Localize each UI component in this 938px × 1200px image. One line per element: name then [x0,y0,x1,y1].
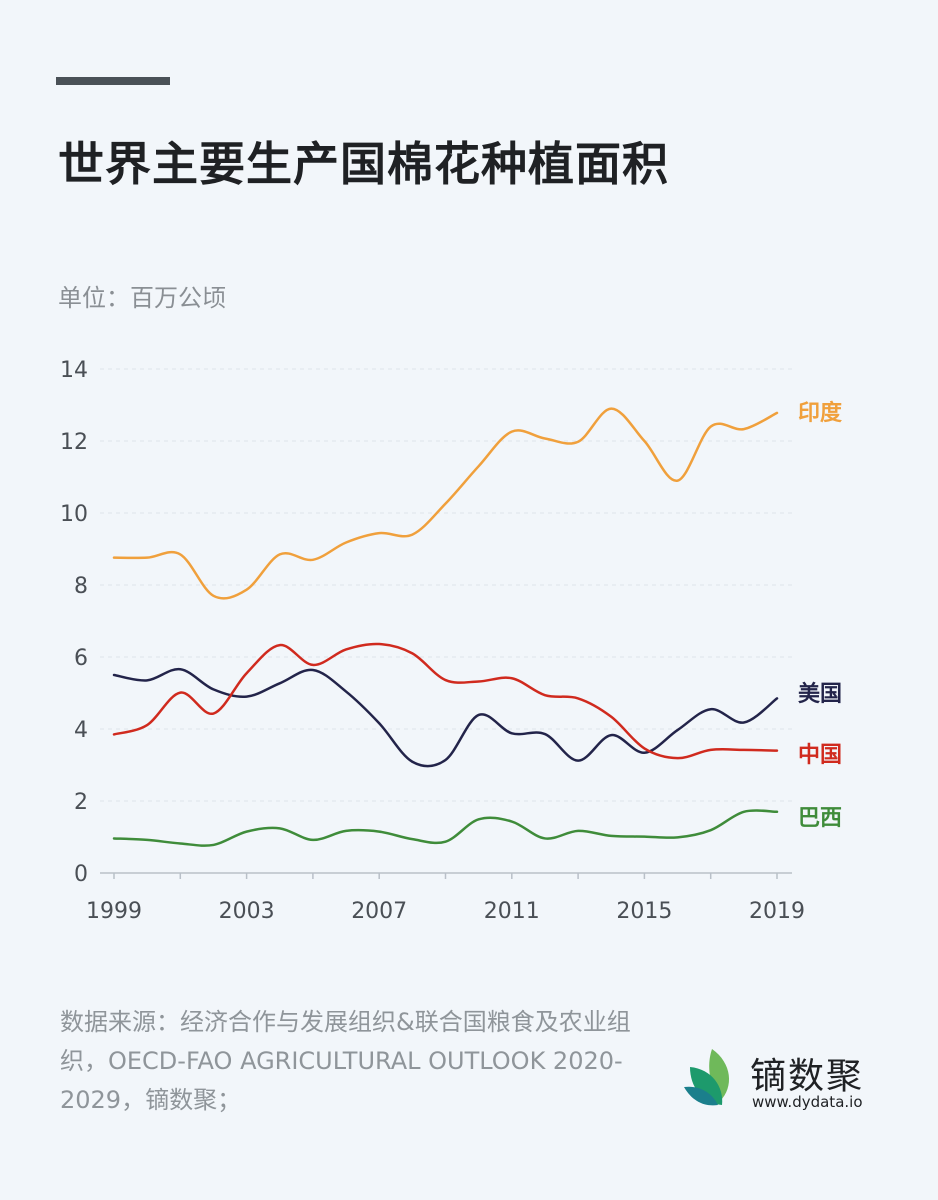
x-tick-label: 2015 [616,899,672,924]
logo-text: 镝数聚 [750,1056,865,1097]
x-tick-label: 2011 [484,899,540,924]
page-title: 世界主要生产国棉花种植面积 [58,137,669,191]
series-line-2 [112,642,779,760]
y-tick-label: 12 [60,430,88,455]
series-label: 巴西 [798,806,842,831]
y-tick-label: 10 [60,502,88,527]
series-label: 美国 [798,681,842,707]
x-tick-label: 2019 [749,899,805,924]
x-tick-label: 1999 [86,899,142,924]
y-tick-label: 14 [60,358,88,383]
y-tick-label: 8 [74,574,88,599]
series-label: 印度 [798,400,843,426]
series-label: 中国 [798,743,842,768]
line-chart: 0 2 4 6 8 10 12 14 1999 2003 2007 2011 2015 2019 印度美国中… [60,358,843,924]
y-tick-label: 4 [74,718,88,743]
unit-label: 单位：百万公顷 [58,284,226,312]
x-tick-label: 2007 [351,899,407,924]
decorative-bar [56,77,170,85]
series-line-3 [112,809,779,847]
leaf-logo-icon [684,1049,730,1106]
series-line-0 [112,407,779,600]
y-tick-label: 6 [74,646,88,671]
logo: 镝数聚 www.dydata.io [682,1045,892,1115]
series-line-1 [112,667,779,768]
logo-url: www.dydata.io [752,1093,863,1111]
data-source: 数据来源：经济合作与发展组织&联合国粮食及农业组织，OECD-FAO AGRIC… [60,1008,631,1114]
y-tick-label: 2 [74,790,88,815]
x-tick-label: 2003 [219,899,275,924]
y-tick-label: 0 [74,862,88,887]
